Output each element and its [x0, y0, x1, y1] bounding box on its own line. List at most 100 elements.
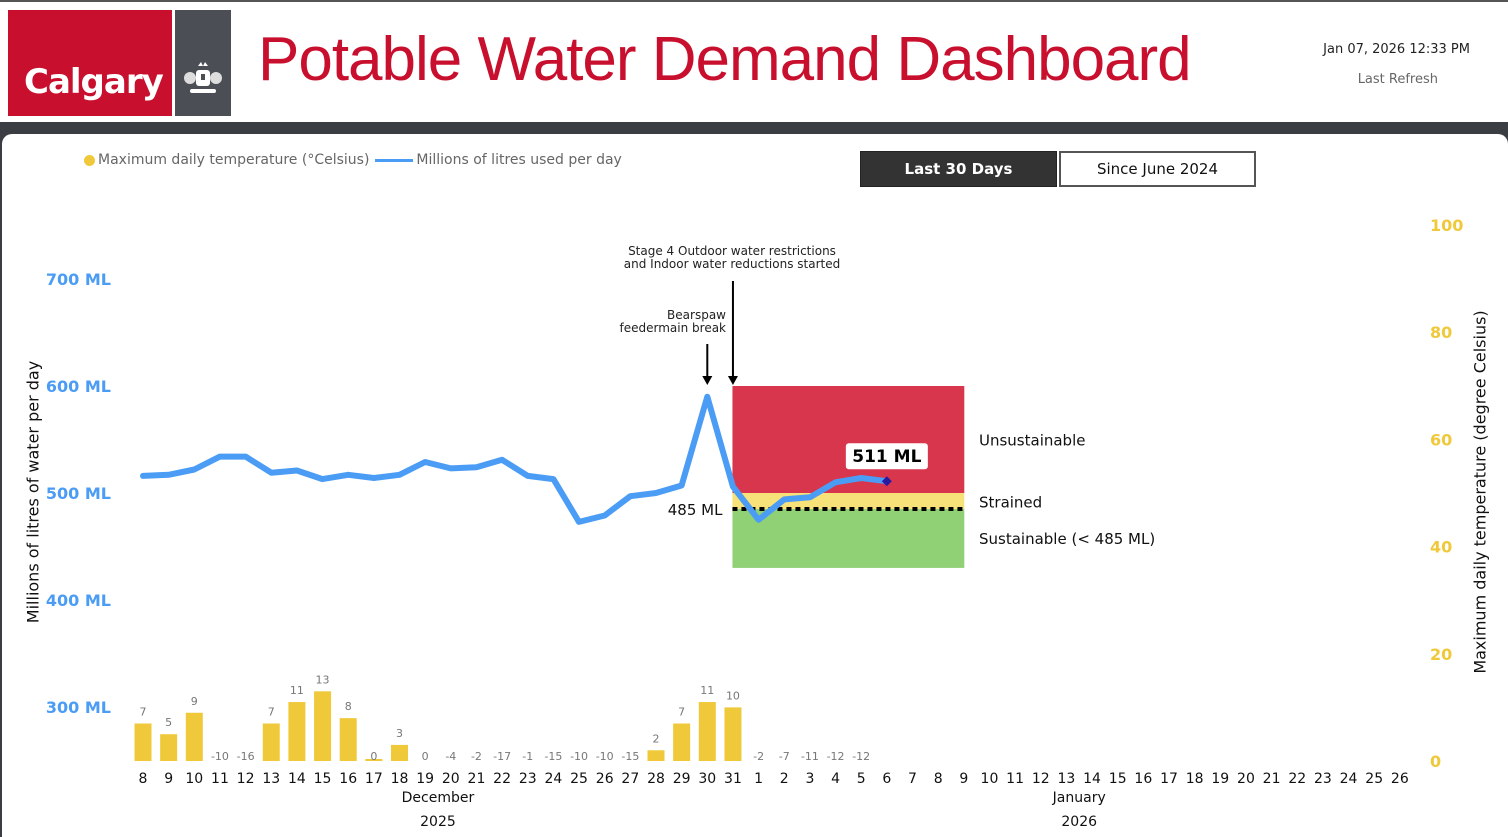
city-crest-icon — [184, 62, 222, 93]
y2-tick-label: 0 — [1430, 752, 1441, 771]
temperature-data-label: 5 — [165, 716, 172, 729]
zone-unsustainable — [732, 386, 965, 493]
x-tick-label: 20 — [1237, 771, 1255, 787]
temperature-data-label: 7 — [140, 705, 147, 718]
temperature-data-label: 13 — [316, 673, 330, 686]
y-tick-label: 400 ML — [46, 591, 111, 610]
since-june-2024-button[interactable]: Since June 2024 — [1059, 151, 1256, 187]
y2-tick-label: 20 — [1430, 645, 1452, 664]
temperature-data-label: -15 — [621, 750, 639, 763]
y-tick-label: 500 ML — [46, 484, 111, 503]
x-tick-label: 9 — [959, 771, 968, 787]
temperature-data-label: -2 — [471, 750, 482, 763]
x-tick-label: 26 — [1391, 771, 1409, 787]
x-tick-label: 3 — [805, 771, 814, 787]
temperature-data-label: -10 — [596, 750, 614, 763]
temperature-data-label: -2 — [753, 750, 764, 763]
x-tick-label: 9 — [164, 771, 173, 787]
zone-sustainable — [732, 509, 965, 568]
last-refresh-datetime: Jan 07, 2026 12:33 PM — [1323, 42, 1470, 57]
x-tick-label: 18 — [391, 771, 409, 787]
temperature-bar — [134, 723, 152, 761]
annotation-bearspaw-line1: Bearspaw — [667, 308, 726, 322]
x-tick-label: 13 — [262, 771, 280, 787]
temperature-data-label: -4 — [445, 750, 456, 763]
x-tick-label: 24 — [1340, 771, 1358, 787]
temperature-data-label: -16 — [237, 750, 255, 763]
x-tick-label: 14 — [288, 771, 306, 787]
y2-tick-label: 60 — [1430, 430, 1452, 449]
temperature-bar — [724, 707, 742, 761]
temperature-bar — [262, 723, 280, 761]
temperature-bar — [160, 734, 178, 761]
temperature-data-label: -10 — [570, 750, 588, 763]
x-tick-label: 13 — [1057, 771, 1075, 787]
temperature-data-label: -17 — [493, 750, 511, 763]
chart-legend: Maximum daily temperature (°Celsius) Mil… — [84, 152, 622, 168]
y2-tick-label: 100 — [1430, 216, 1463, 235]
x-tick-label: 21 — [468, 771, 486, 787]
temperature-data-label: 10 — [726, 689, 740, 702]
x-tick-label: 11 — [1006, 771, 1024, 787]
crest-logo — [175, 10, 231, 116]
x-tick-label: 7 — [908, 771, 917, 787]
x-tick-label: 1 — [754, 771, 763, 787]
latest-value-badge — [845, 443, 928, 470]
calgary-logo: Calgary — [8, 10, 172, 116]
annotation-stage4-line1: Stage 4 Outdoor water restrictions — [628, 244, 836, 258]
x-tick-label: 17 — [1160, 771, 1178, 787]
temperature-bar — [314, 691, 332, 761]
latest-value-marker — [881, 476, 892, 487]
x-tick-label: 16 — [1134, 771, 1152, 787]
x-tick-label: 12 — [1032, 771, 1050, 787]
temperature-data-label: 7 — [678, 705, 685, 718]
zone-sustainable-label: Sustainable (< 485 ML) — [979, 530, 1155, 548]
temperature-data-label: 8 — [345, 700, 352, 713]
water-usage-line — [140, 393, 890, 525]
x-tick-label: 12 — [237, 771, 255, 787]
x-tick-label: 25 — [1365, 771, 1383, 787]
temperature-legend-marker — [84, 154, 95, 166]
temperature-data-label: -7 — [779, 750, 790, 763]
temperature-data-label: 0 — [370, 750, 377, 763]
x-year-label: 2026 — [1061, 814, 1097, 830]
temperature-data-label: -15 — [544, 750, 562, 763]
logo-text: Calgary — [24, 62, 164, 102]
x-tick-label: 19 — [416, 771, 434, 787]
x-year-label: 2025 — [420, 814, 456, 830]
temperature-data-label: -12 — [852, 750, 870, 763]
water-legend-marker — [375, 158, 414, 162]
x-tick-label: 8 — [139, 771, 148, 787]
page-title: Potable Water Demand Dashboard — [258, 25, 1192, 94]
header: Calgary Potable Water Demand Dashboard J… — [0, 0, 1508, 122]
temperature-bar — [288, 702, 306, 761]
temperature-data-label: 3 — [396, 727, 403, 740]
x-tick-label: 6 — [882, 771, 891, 787]
temperature-data-label: 0 — [422, 750, 429, 763]
y2-tick-label: 40 — [1430, 538, 1452, 557]
x-tick-label: 10 — [185, 771, 203, 787]
x-tick-label: 23 — [519, 771, 537, 787]
x-tick-label: 16 — [339, 771, 357, 787]
last-30-days-button[interactable]: Last 30 Days — [860, 151, 1057, 187]
temperature-data-label: -1 — [522, 750, 533, 763]
x-month-label: December — [402, 790, 475, 806]
x-tick-label: 10 — [981, 771, 999, 787]
x-tick-label: 4 — [831, 771, 840, 787]
zone-strained — [732, 493, 965, 510]
x-tick-label: 31 — [724, 771, 742, 787]
y-tick-label: 600 ML — [46, 377, 111, 396]
x-tick-label: 15 — [314, 771, 332, 787]
temperature-bar — [185, 712, 203, 761]
x-tick-label: 29 — [673, 771, 691, 787]
x-month-label: January — [1052, 790, 1106, 806]
x-tick-label: 18 — [1186, 771, 1204, 787]
x-tick-label: 11 — [211, 771, 229, 787]
threshold-label: 485 ML — [668, 501, 723, 519]
x-tick-label: 22 — [493, 771, 511, 787]
temperature-bar — [673, 723, 691, 761]
temperature-data-label: 7 — [268, 705, 275, 718]
zone-unsustainable-label: Unsustainable — [979, 432, 1085, 450]
x-tick-label: 23 — [1314, 771, 1332, 787]
